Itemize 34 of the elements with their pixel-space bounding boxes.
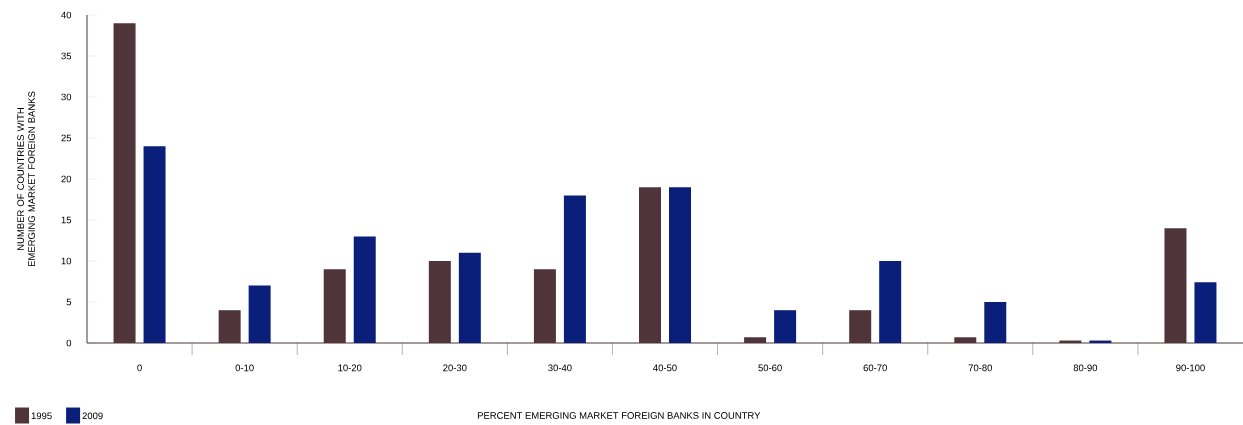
bar bbox=[353, 236, 376, 343]
legend-label: 2009 bbox=[82, 412, 103, 420]
y-tick-label: 0 bbox=[66, 339, 72, 347]
y-tick-label: 40 bbox=[61, 11, 72, 19]
y-tick-label: 5 bbox=[66, 298, 72, 306]
y-tick-label: 25 bbox=[61, 134, 72, 142]
y-tick-label: 35 bbox=[61, 52, 72, 60]
x-tick-label: 50-60 bbox=[758, 364, 782, 372]
x-tick-label: 0 bbox=[137, 364, 142, 372]
y-tick-label: 10 bbox=[61, 257, 72, 265]
y-tick-label: 30 bbox=[61, 93, 72, 101]
bar bbox=[669, 187, 692, 343]
bar bbox=[143, 146, 166, 343]
x-tick-label: 10-20 bbox=[338, 364, 362, 372]
x-tick-label: 80-90 bbox=[1073, 364, 1098, 372]
bar bbox=[1194, 282, 1217, 343]
bar bbox=[248, 285, 271, 343]
x-axis-title: PERCENT EMERGING MARKET FOREIGN BANKS IN COUNTRY bbox=[477, 412, 761, 419]
bar bbox=[984, 302, 1007, 343]
bar bbox=[563, 195, 586, 343]
y-tick-label: 20 bbox=[61, 175, 72, 183]
x-tick-label: 70-80 bbox=[968, 364, 993, 372]
y-tick-label: 15 bbox=[61, 216, 72, 224]
x-tick-label: 60-70 bbox=[863, 364, 887, 372]
x-tick-label: 40-50 bbox=[653, 364, 677, 372]
y-axis-title: NUMBER OF COUNTRIES WITH EMERGING MARKET FOREIGN BANKS bbox=[17, 91, 35, 267]
bar bbox=[458, 252, 481, 343]
x-tick-label: 30-40 bbox=[548, 364, 572, 372]
bar bbox=[879, 261, 902, 343]
legend-label: 1995 bbox=[31, 412, 52, 420]
bar bbox=[774, 310, 797, 343]
x-tick-label: 0-10 bbox=[235, 364, 254, 372]
x-tick-label: 90-100 bbox=[1176, 364, 1205, 372]
x-tick-label: 20-30 bbox=[443, 364, 467, 372]
